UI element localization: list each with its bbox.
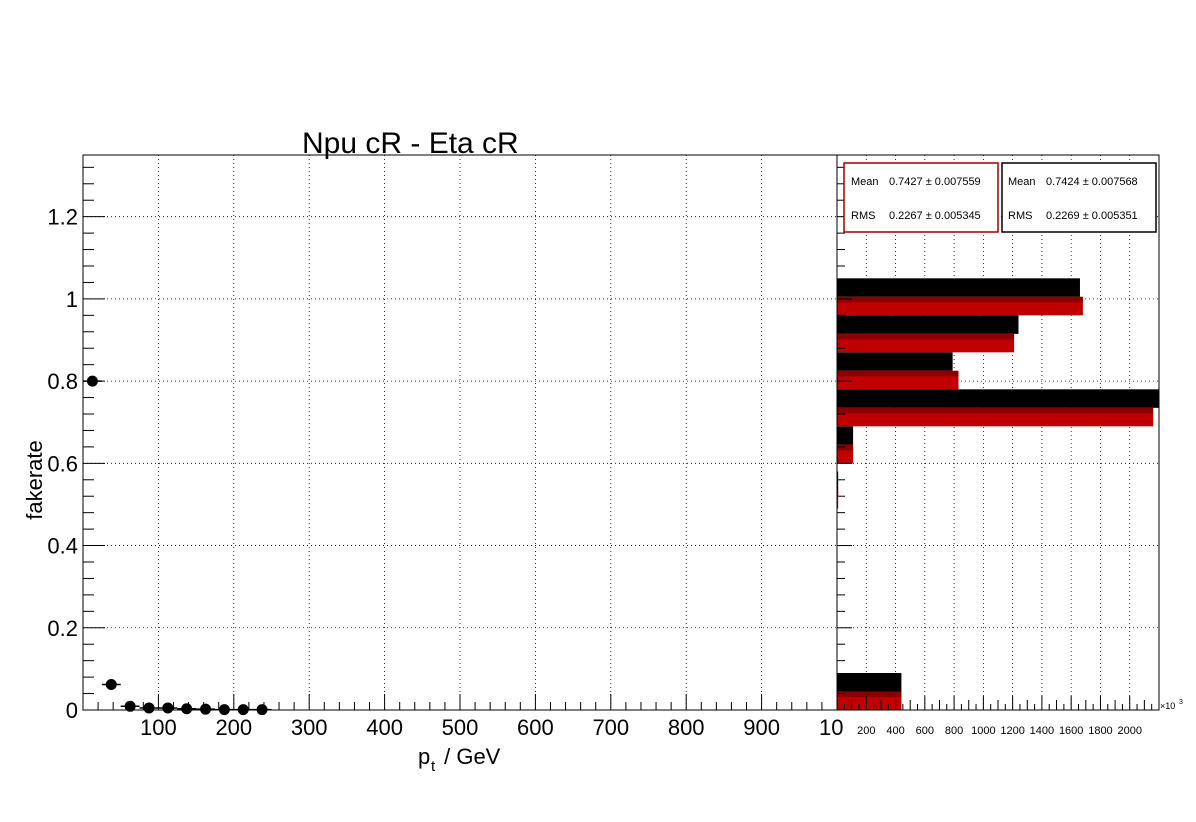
hist-x-tick-label: 1000 bbox=[971, 725, 995, 737]
stats-mean-value: 0.7424 ± 0.007568 bbox=[1046, 176, 1138, 188]
hist-bar-red-shade bbox=[837, 333, 1015, 340]
hist-bar-red-shade bbox=[837, 296, 1083, 303]
x-tick-label: 800 bbox=[668, 715, 705, 740]
hist-bar-black bbox=[837, 315, 1019, 334]
hist-x-tick-label: 1200 bbox=[1000, 725, 1024, 737]
stats-mean-value: 0.7427 ± 0.007559 bbox=[889, 176, 981, 188]
hist-bar-black bbox=[837, 352, 953, 371]
x-tick-label: 100 bbox=[140, 715, 177, 740]
main-axis-ticks: 100 200 300 400 500 600 700 800 900 1000.20.40.60… bbox=[47, 166, 843, 740]
x-tick-label: 600 bbox=[517, 715, 554, 740]
x-tick-label: 200 bbox=[215, 715, 252, 740]
chart-title: Npu cR - Eta cR bbox=[302, 127, 519, 160]
x-tick-label: 700 bbox=[592, 715, 629, 740]
x-tick-label: 400 bbox=[366, 715, 403, 740]
hist-bar-red-shade bbox=[837, 490, 839, 496]
x-tick-label: 10 bbox=[819, 715, 843, 740]
y-axis-label: fakerate bbox=[22, 440, 47, 520]
data-point bbox=[105, 679, 117, 691]
stats-mean-label: Mean bbox=[1008, 176, 1036, 188]
data-point bbox=[143, 702, 155, 714]
hist-bar-red bbox=[837, 490, 839, 509]
stats-box-red-frame bbox=[843, 162, 999, 233]
y-tick-label: 1.2 bbox=[47, 205, 78, 230]
stats-box-red: Mean 0.7427 ± 0.007559 RMS 0.2267 ± 0.00… bbox=[843, 162, 999, 233]
hist-bar-black bbox=[837, 673, 902, 692]
hist-x-tick-label: 2000 bbox=[1117, 725, 1141, 737]
data-point bbox=[124, 700, 136, 712]
y-tick-label: 0.4 bbox=[47, 534, 78, 559]
hist-x-tick-label: 600 bbox=[916, 725, 934, 737]
hist-bar-black bbox=[837, 389, 1159, 408]
data-point bbox=[162, 702, 174, 714]
hist-x-tick-label: 800 bbox=[945, 725, 963, 737]
x-axis-label: p t / GeV bbox=[418, 744, 501, 775]
hist-grid bbox=[837, 155, 1159, 710]
hist-plot-frame bbox=[836, 154, 1160, 711]
y-tick-label: 0.2 bbox=[47, 616, 78, 641]
stats-rms-value: 0.2267 ± 0.005345 bbox=[889, 210, 981, 222]
main-grid bbox=[83, 155, 837, 710]
hist-x-tick-label: 1400 bbox=[1030, 725, 1054, 737]
data-point bbox=[200, 703, 212, 715]
hist-x-exponent-power: 3 bbox=[1179, 699, 1183, 706]
stats-rms-label: RMS bbox=[851, 210, 875, 222]
hist-axis-ticks: 200 400 600 800 1000 1200 1400 1600 1800 2000 bbox=[837, 166, 1153, 737]
hist-x-exponent: ×10 3 bbox=[1160, 699, 1183, 711]
hist-bar-red-shade bbox=[837, 444, 854, 451]
y-tick-label: 0 bbox=[66, 698, 78, 723]
hist-x-tick-label: 400 bbox=[886, 725, 904, 737]
stats-rms-label: RMS bbox=[1008, 210, 1032, 222]
hist-x-tick-label: 1800 bbox=[1088, 725, 1112, 737]
hist-bar-red-shade bbox=[837, 691, 902, 698]
stats-mean-label: Mean bbox=[851, 176, 879, 188]
main-plot-frame bbox=[82, 154, 838, 711]
hist-x-exponent-base: ×10 bbox=[1160, 701, 1175, 711]
hist-bar-black bbox=[837, 426, 854, 445]
data-point bbox=[181, 703, 193, 715]
y-tick-label: 0.8 bbox=[47, 369, 78, 394]
stats-box-black: Mean 0.7424 ± 0.007568 RMS 0.2269 ± 0.00… bbox=[1001, 162, 1157, 233]
hist-bar-red-shade bbox=[837, 370, 959, 377]
hist-bars bbox=[837, 278, 1159, 710]
x-axis-label-main: p bbox=[418, 744, 430, 769]
hist-bar-black bbox=[837, 471, 839, 491]
stats-box-black-frame bbox=[1001, 162, 1157, 233]
y-tick-label: 0.6 bbox=[47, 451, 78, 476]
x-axis-label-subscript: t bbox=[431, 758, 436, 775]
stats-rms-value: 0.2269 ± 0.005351 bbox=[1046, 210, 1138, 222]
hist-bar-black bbox=[837, 278, 1080, 297]
hist-x-tick-label: 1600 bbox=[1059, 725, 1083, 737]
hist-bar-red-shade bbox=[837, 407, 1154, 414]
x-tick-label: 500 bbox=[442, 715, 479, 740]
hist-x-tick-label: 200 bbox=[857, 725, 875, 737]
x-tick-label: 900 bbox=[743, 715, 780, 740]
x-axis-label-unit: / GeV bbox=[438, 744, 501, 769]
x-tick-label: 300 bbox=[291, 715, 328, 740]
y-tick-label: 1 bbox=[66, 287, 78, 312]
